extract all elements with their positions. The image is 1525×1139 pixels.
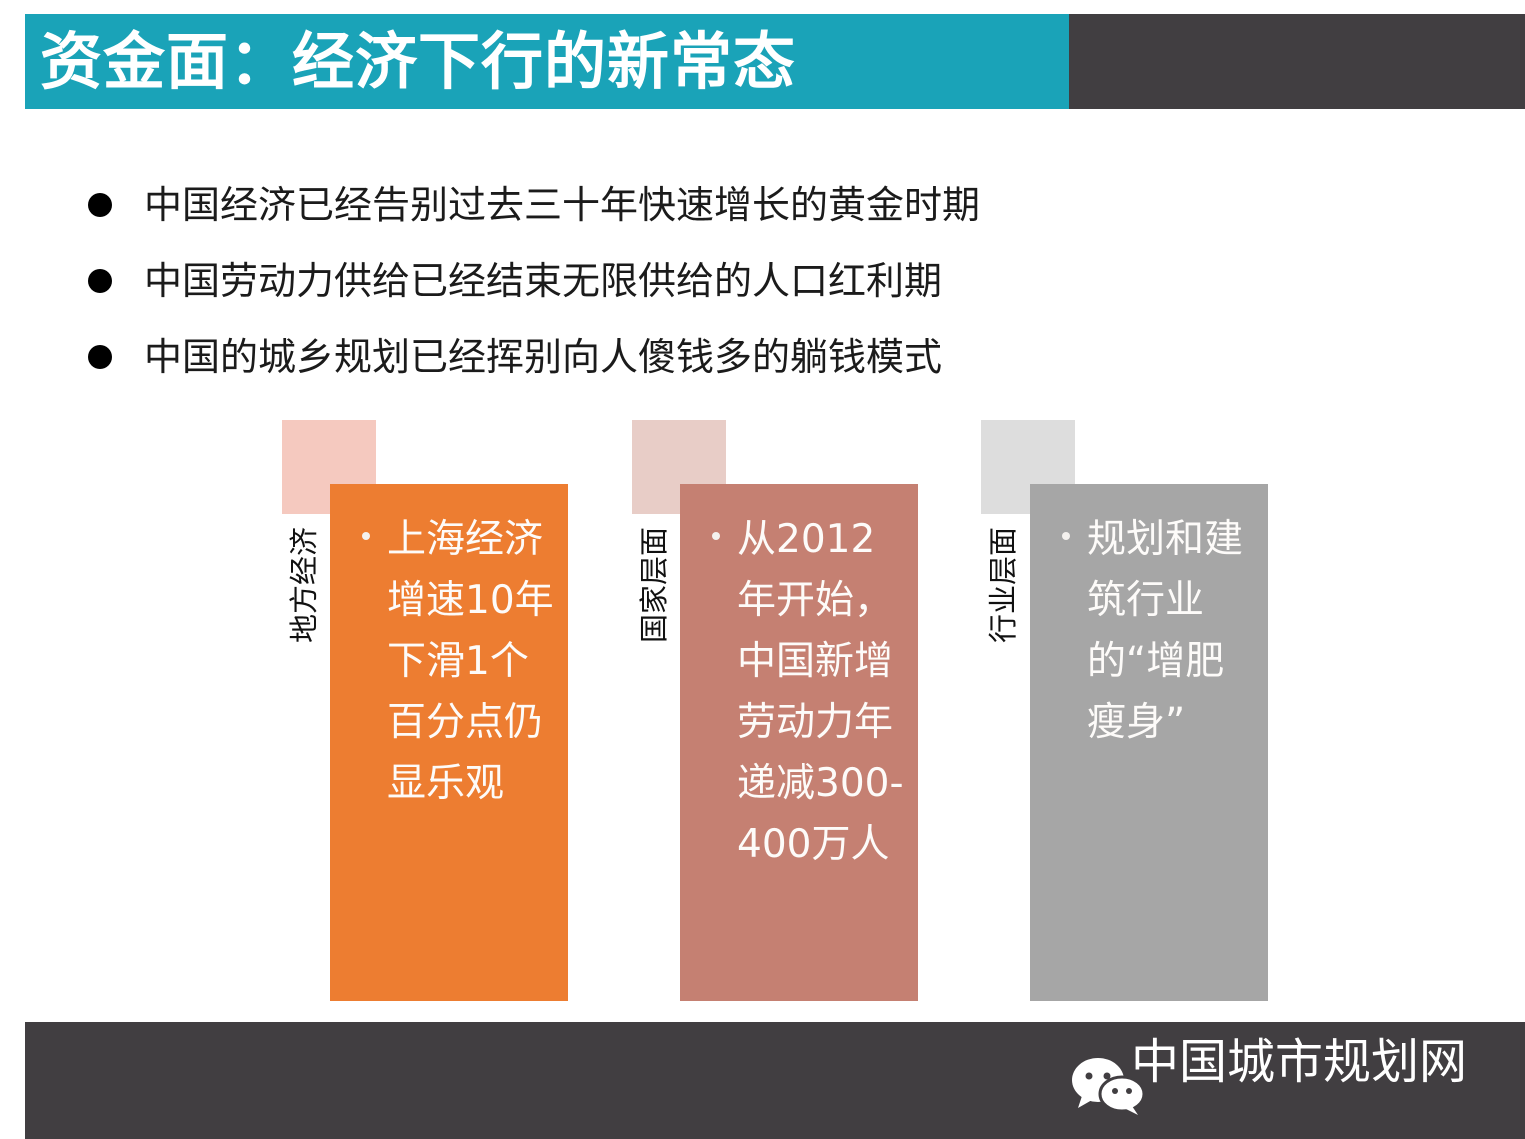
footer-brand: 中国城市规划网 bbox=[1131, 1034, 1468, 1090]
title-bar bbox=[25, 14, 1069, 109]
bullet-item: 中国的城乡规划已经挥别向人傻钱多的躺钱模式 bbox=[88, 326, 980, 402]
card-text: 从2012年开始，中国新增劳动力年递减300-400万人 bbox=[737, 517, 904, 867]
bullet-text: 中国的城乡规划已经挥别向人傻钱多的躺钱模式 bbox=[144, 335, 943, 379]
slide-title: 资金面：经济下行的新常态 bbox=[40, 25, 797, 98]
bullet-dot bbox=[88, 269, 112, 293]
card-industry-level: 规划和建筑行业的“增肥瘦身” bbox=[1030, 484, 1268, 1001]
bullet-text: 中国经济已经告别过去三十年快速增长的黄金时期 bbox=[144, 183, 981, 227]
footer-bar: 中国城市规划网 bbox=[25, 1022, 1525, 1139]
bullet-item: 中国经济已经告别过去三十年快速增长的黄金时期 bbox=[88, 174, 980, 250]
card-text: 规划和建筑行业的“增肥瘦身” bbox=[1087, 517, 1244, 745]
card-bullet bbox=[362, 532, 370, 540]
card-bullet bbox=[1062, 532, 1070, 540]
side-label-local: 地方经济 bbox=[287, 526, 321, 644]
bullet-item: 中国劳动力供给已经结束无限供给的人口红利期 bbox=[88, 250, 980, 326]
bullet-text: 中国劳动力供给已经结束无限供给的人口红利期 bbox=[144, 259, 943, 303]
side-label-industry: 行业层面 bbox=[986, 526, 1020, 644]
card-local-economy: 上海经济增速10年下滑1个百分点仍显乐观 bbox=[330, 484, 568, 1001]
card-national-level: 从2012年开始，中国新增劳动力年递减300-400万人 bbox=[680, 484, 918, 1001]
bullet-dot bbox=[88, 193, 112, 217]
bullet-dot bbox=[88, 345, 112, 369]
wechat-icon bbox=[1072, 1058, 1146, 1115]
bullet-list: 中国经济已经告别过去三十年快速增长的黄金时期 中国劳动力供给已经结束无限供给的人… bbox=[88, 174, 980, 402]
card-bullet bbox=[712, 532, 720, 540]
title-dark-panel bbox=[1069, 14, 1525, 109]
card-text: 上海经济增速10年下滑1个百分点仍显乐观 bbox=[387, 517, 554, 806]
side-label-national: 国家层面 bbox=[637, 526, 671, 644]
